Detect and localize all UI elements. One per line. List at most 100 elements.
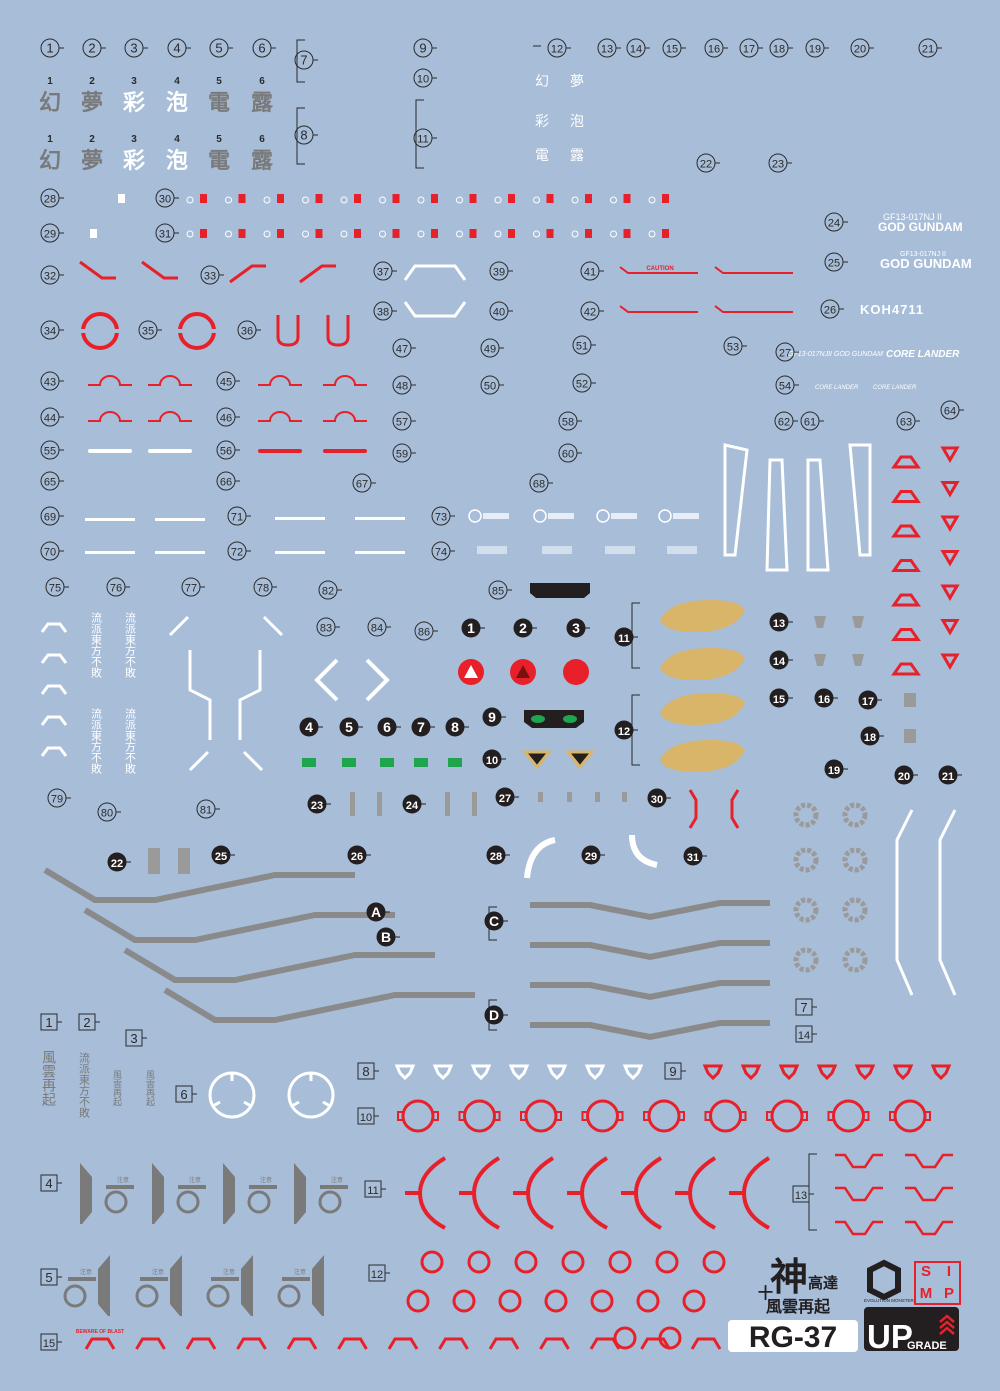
kanji-decal: 夢 <box>81 148 103 174</box>
god-text-decal <box>548 513 574 519</box>
marker-disc <box>858 690 878 710</box>
kanji-number: 4 <box>174 134 180 145</box>
white-line-decal <box>355 551 405 554</box>
red-triangle-decal <box>930 1064 952 1081</box>
marker-label: 11 <box>618 633 630 645</box>
marker-label: 4 <box>45 1176 52 1191</box>
caution-label: 注意 <box>260 1176 272 1184</box>
red-caution-line <box>714 305 793 313</box>
part-marker-43: 43 <box>40 371 64 391</box>
green-decal <box>342 758 356 767</box>
red-dome-decal <box>258 411 302 422</box>
god-logo-decal <box>533 509 547 523</box>
marker-label: 61 <box>804 417 816 429</box>
white-triangle-decal <box>470 1064 492 1081</box>
part-marker-black-6: 6 <box>377 717 401 737</box>
part-marker-84: 84 <box>367 617 391 637</box>
marker-label: 62 <box>778 417 790 429</box>
marker-disc <box>107 852 127 872</box>
red-u-decal <box>326 315 350 347</box>
marker-label: 37 <box>377 267 389 279</box>
marker-label: 19 <box>828 765 840 777</box>
part-marker-box-9: 9 <box>664 1062 686 1080</box>
kanji-small: 夢 <box>570 74 584 90</box>
gray-gear-decal <box>842 847 868 873</box>
red-caution-line <box>619 305 698 313</box>
marker-label: 39 <box>493 267 505 279</box>
gray-strip-decal <box>350 792 355 816</box>
red-trapezoid-decal <box>185 1337 217 1350</box>
warning-hatch-decal <box>170 1237 182 1316</box>
white-trapezoid-decal <box>40 746 68 757</box>
marker-label: A <box>371 904 381 920</box>
warning-hatch-decal <box>294 1145 306 1224</box>
part-marker-40: 40 <box>489 301 513 321</box>
gray-gear-decal <box>842 802 868 828</box>
red-circle-decal <box>544 1289 568 1313</box>
gray-strip-decal <box>377 792 382 816</box>
red-square-decal <box>354 194 361 203</box>
gray-strip-decal <box>622 792 627 802</box>
kanji-decal: 電 <box>208 90 230 116</box>
red-dash <box>459 1191 473 1195</box>
red-triangle-decal <box>940 584 960 601</box>
part-marker-68: 68 <box>529 473 553 493</box>
marker-label: 34 <box>44 326 56 338</box>
part-marker-46: 46 <box>216 407 240 427</box>
part-marker-57: 57 <box>392 411 416 431</box>
part-marker-black-4: 4 <box>299 717 323 737</box>
marker-label: 2 <box>88 41 95 56</box>
maker-name: EVOLUTION MONSTER <box>864 1298 915 1303</box>
marker-label: 4 <box>305 719 313 735</box>
part-marker-10: 10 <box>413 68 437 88</box>
part-marker-black-28: 28 <box>486 845 510 865</box>
white-chevron-decal <box>365 658 390 702</box>
part-marker-black-27: 27 <box>495 787 519 807</box>
green-decal <box>414 758 428 767</box>
wind-cloud-vertical: 風雲再起 <box>111 1070 122 1107</box>
core-lander: CORE LANDER <box>886 349 960 360</box>
part-marker-73: 73 <box>431 506 455 526</box>
red-dome-decal <box>323 375 367 386</box>
caution-label: 注意 <box>331 1176 343 1184</box>
marker-label: 16 <box>708 44 720 56</box>
part-marker-50: 50 <box>480 375 504 395</box>
part-marker-54: 54 <box>775 375 799 395</box>
marker-label: 6 <box>383 719 391 735</box>
marker-label: 21 <box>922 44 934 56</box>
marker-disc <box>581 845 601 865</box>
marker-label: 9 <box>669 1064 676 1079</box>
warning-circle <box>247 1190 271 1214</box>
grade-text: GRADE <box>907 1340 947 1352</box>
part-marker-51: 51 <box>572 335 596 355</box>
target-icon <box>610 230 617 238</box>
part-marker-black-20: 20 <box>894 765 918 785</box>
emblem-crest <box>516 665 530 678</box>
plus-character: 十 <box>758 1284 773 1302</box>
part-marker-49: 49 <box>480 338 504 358</box>
red-arc-decal <box>741 1156 771 1230</box>
red-ring-decal <box>893 1099 927 1133</box>
part-marker-69: 69 <box>40 506 64 526</box>
white-triangle-decal <box>394 1064 416 1081</box>
target-icon <box>186 230 194 238</box>
ring-tabs <box>643 1111 685 1121</box>
red-square-decal <box>662 229 669 238</box>
red-stripe-decal <box>79 260 116 280</box>
part-marker-74: 74 <box>431 541 455 561</box>
marker-label: 80 <box>101 808 113 820</box>
gray-gear-decal <box>842 947 868 973</box>
part-marker-79: 79 <box>47 788 71 808</box>
marker-label: 22 <box>700 159 712 171</box>
part-marker-4: 4 <box>167 38 191 58</box>
koh-text-decal <box>477 546 507 554</box>
marker-label: 74 <box>435 547 447 559</box>
target-icon <box>263 230 271 238</box>
marker-label: B <box>381 929 391 945</box>
ring-gap <box>178 329 216 333</box>
school-vertical: 流派東方不敗 <box>90 611 103 679</box>
caution-label: 注意 <box>152 1268 164 1276</box>
kanji-small: 彩 <box>535 114 549 130</box>
marker-label: 25 <box>215 851 227 863</box>
god-gundam-25: GOD GUNDAM <box>880 256 972 271</box>
